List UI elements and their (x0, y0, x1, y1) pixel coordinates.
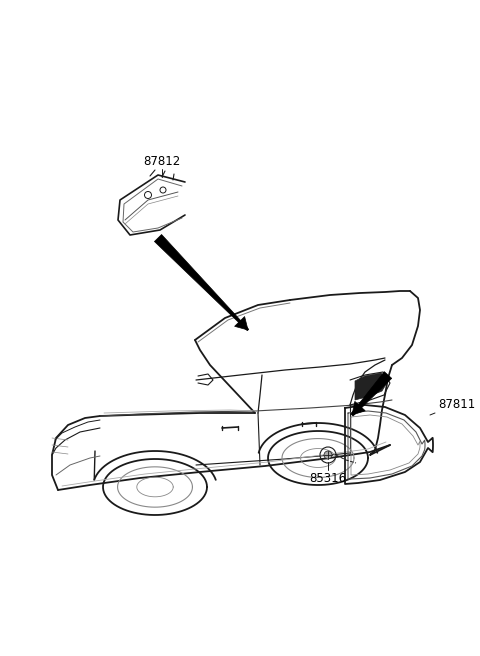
Text: 87812: 87812 (144, 155, 180, 168)
Text: 85316: 85316 (310, 472, 347, 485)
Polygon shape (352, 401, 365, 415)
Polygon shape (235, 317, 248, 330)
Circle shape (324, 451, 332, 459)
Polygon shape (155, 234, 249, 331)
Text: 87811: 87811 (438, 398, 475, 411)
Polygon shape (351, 372, 392, 416)
Polygon shape (355, 373, 388, 400)
